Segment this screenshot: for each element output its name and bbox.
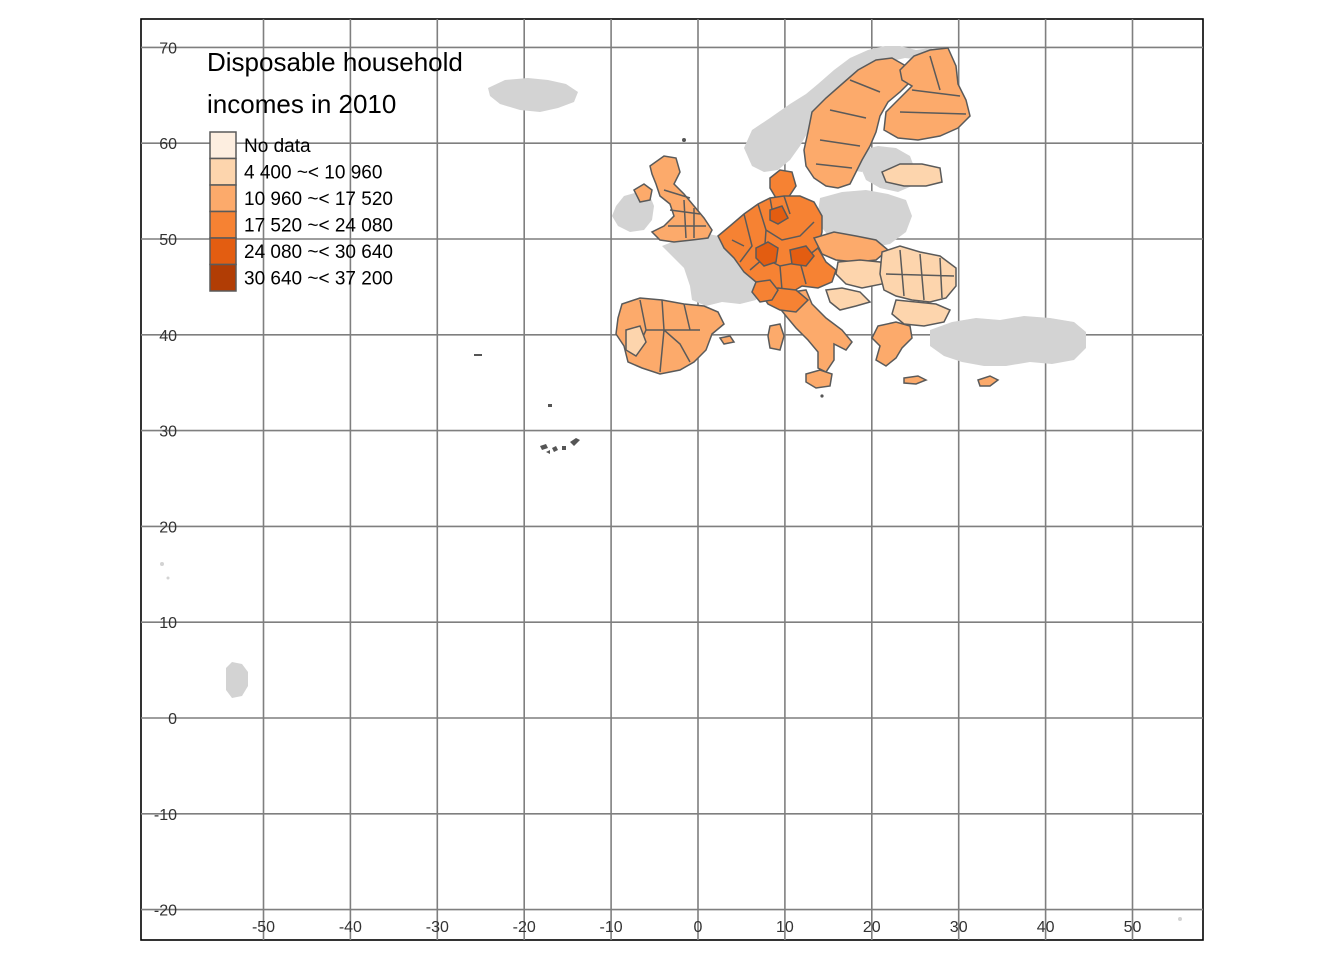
uk-region bbox=[649, 155, 713, 243]
x-tick-label: 0 bbox=[694, 919, 703, 936]
finland-inner-lines bbox=[899, 55, 967, 115]
madeira-islands bbox=[548, 404, 552, 407]
x-tick-label: -20 bbox=[513, 919, 536, 936]
x-tick-label: -30 bbox=[426, 919, 449, 936]
iceland-shape bbox=[488, 78, 578, 112]
y-tick-label: 60 bbox=[159, 136, 177, 153]
x-tick-label: 40 bbox=[1037, 919, 1055, 936]
legend-key-swatch bbox=[209, 131, 237, 160]
graticule bbox=[141, 19, 1203, 940]
crete-region bbox=[903, 375, 928, 385]
northern-ireland-region bbox=[633, 183, 653, 203]
legend-title-line-2: incomes in 2010 bbox=[207, 89, 396, 119]
estonia-region bbox=[881, 163, 943, 187]
azores-islands bbox=[474, 354, 482, 356]
y-tick-label: 50 bbox=[159, 232, 177, 249]
legend-key-label: No data bbox=[244, 136, 311, 157]
balearic-region bbox=[718, 335, 736, 345]
legend-key-swatch bbox=[209, 263, 237, 292]
legend-key-swatch bbox=[209, 157, 237, 186]
legend: Disposable household incomes in 2010 No … bbox=[207, 47, 463, 292]
caribbean-island-2 bbox=[166, 576, 170, 580]
portugal-light-region bbox=[625, 325, 647, 357]
x-tick-label: 30 bbox=[950, 919, 968, 936]
malta-island bbox=[820, 394, 824, 398]
sweden-region bbox=[803, 57, 911, 189]
axis-tick-labels: -50 -40 -30 -20 -10 0 10 20 30 40 50 70 60 50 40 30 20 10… bbox=[154, 40, 1142, 936]
x-tick-label: -50 bbox=[252, 919, 275, 936]
x-tick-label: -40 bbox=[339, 919, 362, 936]
rhone-alpes-region bbox=[751, 279, 779, 303]
y-tick-label: 30 bbox=[159, 424, 177, 441]
y-tick-label: -10 bbox=[154, 807, 177, 824]
legend-key-swatch bbox=[209, 210, 237, 239]
sweden-inner-lines bbox=[815, 79, 881, 169]
french-guiana-shape bbox=[226, 662, 248, 698]
legend-key-label: 10 960 ~< 17 520 bbox=[244, 189, 393, 210]
croatia-region bbox=[824, 287, 872, 311]
x-tick-label: -10 bbox=[600, 919, 623, 936]
y-tick-label: -20 bbox=[154, 903, 177, 920]
romania-inner-lines bbox=[885, 249, 955, 301]
legend-key-swatch bbox=[209, 184, 237, 213]
legend-key-label: 24 080 ~< 30 640 bbox=[244, 242, 393, 263]
cyprus-region bbox=[977, 375, 1000, 387]
reunion-island bbox=[1178, 917, 1182, 921]
x-tick-label: 20 bbox=[863, 919, 881, 936]
turkey-shape bbox=[930, 316, 1086, 366]
denmark-region bbox=[769, 169, 797, 199]
x-tick-label: 10 bbox=[776, 919, 794, 936]
legend-title-line-1: Disposable household bbox=[207, 47, 463, 77]
finland-region bbox=[883, 47, 971, 141]
bulgaria-region bbox=[891, 299, 952, 327]
high-income-region-2 bbox=[789, 245, 815, 267]
y-tick-label: 70 bbox=[159, 40, 177, 57]
y-tick-label: 10 bbox=[159, 615, 177, 632]
legend-key-label: 4 400 ~< 10 960 bbox=[244, 163, 382, 184]
y-tick-label: 0 bbox=[168, 711, 177, 728]
faroe-islands bbox=[682, 138, 686, 142]
y-tick-label: 20 bbox=[159, 519, 177, 536]
uk-inner-lines bbox=[663, 189, 706, 239]
greece-region bbox=[871, 321, 913, 367]
legend-key-label: 30 640 ~< 37 200 bbox=[244, 269, 393, 290]
legend-key-label: 17 520 ~< 24 080 bbox=[244, 216, 393, 237]
high-income-region-1 bbox=[755, 241, 779, 267]
norway-shape bbox=[744, 46, 940, 172]
spain-inner-lines bbox=[635, 299, 700, 373]
romania-region bbox=[879, 245, 957, 303]
data-regions bbox=[474, 47, 1000, 454]
legend-key-swatch bbox=[209, 237, 237, 266]
legend-items: No data 4 400 ~< 10 960 10 960 ~< 17 520 17… bbox=[209, 131, 393, 292]
high-income-region-3 bbox=[769, 205, 789, 225]
caribbean-island-1 bbox=[160, 562, 164, 566]
no-data-land bbox=[160, 46, 1182, 921]
canary-islands bbox=[540, 438, 580, 454]
sicily-region bbox=[805, 369, 833, 389]
y-tick-label: 40 bbox=[159, 328, 177, 345]
sardinia-region bbox=[767, 323, 785, 351]
x-tick-label: 50 bbox=[1124, 919, 1142, 936]
panel-border bbox=[140, 18, 1204, 941]
